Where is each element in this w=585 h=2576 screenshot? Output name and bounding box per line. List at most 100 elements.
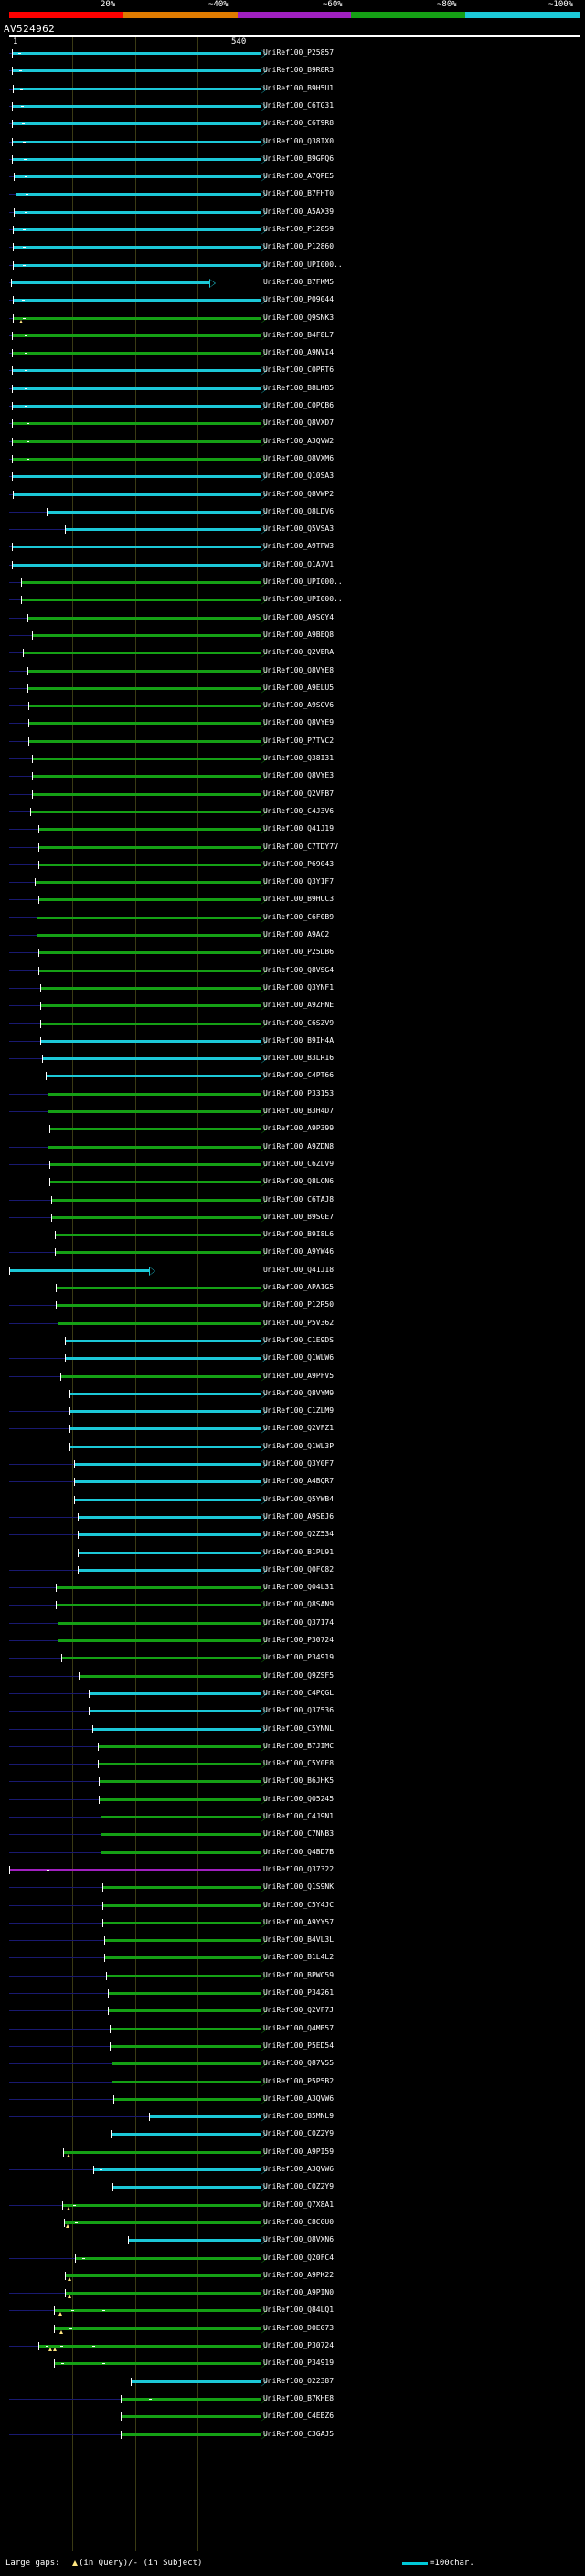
alignment-row[interactable] xyxy=(0,2378,585,2387)
hsp-bar[interactable] xyxy=(12,52,261,55)
hsp-bar[interactable] xyxy=(97,1745,261,1748)
hsp-bar[interactable] xyxy=(12,122,261,125)
hsp-bar[interactable] xyxy=(65,2274,261,2277)
hsp-bar[interactable] xyxy=(92,2168,261,2171)
hit-label[interactable]: UniRef100_B1PL91 xyxy=(263,1548,335,1556)
alignment-row[interactable] xyxy=(0,790,585,800)
hsp-bar[interactable] xyxy=(55,1604,261,1606)
hsp-bar[interactable] xyxy=(61,1657,261,1659)
hsp-bar[interactable] xyxy=(13,264,261,267)
hsp-bar[interactable] xyxy=(65,1357,261,1360)
hsp-bar[interactable] xyxy=(98,1798,261,1801)
hsp-bar[interactable] xyxy=(13,493,261,496)
hsp-bar[interactable] xyxy=(48,1181,261,1183)
hsp-bar[interactable] xyxy=(50,1199,261,1202)
hit-label[interactable]: UniRef100_B4VL3L xyxy=(263,1935,335,1944)
hit-label[interactable]: UniRef100_UPI000.. xyxy=(263,595,343,603)
hit-label[interactable]: UniRef100_A9YY57 xyxy=(263,1918,335,1926)
hit-label[interactable]: UniRef100_Q9SNK3 xyxy=(263,313,335,322)
alignment-row[interactable] xyxy=(0,914,585,923)
hsp-bar[interactable] xyxy=(79,1675,261,1678)
hsp-bar[interactable] xyxy=(36,934,261,937)
hsp-bar[interactable] xyxy=(74,1463,261,1466)
hit-label[interactable]: UniRef100_A3QVW2 xyxy=(263,437,335,445)
alignment-row[interactable] xyxy=(0,1760,585,1769)
hsp-bar[interactable] xyxy=(62,2204,261,2207)
alignment-row[interactable] xyxy=(0,878,585,887)
hit-label[interactable]: UniRef100_A9TPW3 xyxy=(263,542,335,550)
alignment-row[interactable] xyxy=(0,385,585,394)
hit-label[interactable]: UniRef100_P34919 xyxy=(263,2359,335,2367)
alignment-row[interactable] xyxy=(0,1425,585,1434)
hsp-bar[interactable] xyxy=(97,1763,261,1765)
hsp-bar[interactable] xyxy=(37,864,261,866)
hsp-bar[interactable] xyxy=(21,581,261,584)
hit-label[interactable]: UniRef100_C1E9DS xyxy=(263,1336,335,1344)
alignment-row[interactable] xyxy=(0,2272,585,2281)
hsp-bar[interactable] xyxy=(57,1322,261,1325)
alignment-row[interactable] xyxy=(0,1972,585,1981)
hit-label[interactable]: UniRef100_P69043 xyxy=(263,860,335,868)
hsp-bar[interactable] xyxy=(32,758,261,760)
alignment-row[interactable] xyxy=(0,1919,585,1928)
hsp-bar[interactable] xyxy=(111,2133,261,2136)
hit-label[interactable]: UniRef100_Q2Z534 xyxy=(263,1530,335,1538)
alignment-row[interactable] xyxy=(0,2254,585,2263)
hit-label[interactable]: UniRef100_Q37536 xyxy=(263,1706,335,1714)
hit-label[interactable]: UniRef100_Q8VYE9 xyxy=(263,718,335,726)
hsp-bar[interactable] xyxy=(110,2028,261,2030)
alignment-row[interactable] xyxy=(0,1566,585,1575)
hit-label[interactable]: UniRef100_Q8VYE3 xyxy=(263,771,335,779)
hsp-bar[interactable] xyxy=(69,1393,261,1395)
alignment-row[interactable] xyxy=(0,1725,585,1734)
hsp-bar[interactable] xyxy=(34,881,261,884)
hit-label[interactable]: UniRef100_Q4MB57 xyxy=(263,2024,335,2032)
hit-label[interactable]: UniRef100_B7JIMC xyxy=(263,1742,335,1750)
hit-label[interactable]: UniRef100_Q84LQ1 xyxy=(263,2306,335,2314)
hsp-bar[interactable] xyxy=(16,193,261,196)
alignment-row[interactable] xyxy=(0,102,585,111)
hit-label[interactable]: UniRef100_Q41J18 xyxy=(263,1266,335,1274)
alignment-row[interactable] xyxy=(0,226,585,235)
hsp-bar[interactable] xyxy=(37,846,261,849)
hit-label[interactable]: UniRef100_P25857 xyxy=(263,48,335,57)
alignment-row[interactable] xyxy=(0,366,585,376)
alignment-row[interactable] xyxy=(0,861,585,870)
hit-label[interactable]: UniRef100_P5P5B2 xyxy=(263,2077,335,2085)
alignment-row[interactable] xyxy=(0,684,585,694)
hsp-bar[interactable] xyxy=(37,828,261,831)
alignment-row[interactable] xyxy=(0,138,585,147)
hsp-bar[interactable] xyxy=(57,1639,261,1642)
hsp-bar[interactable] xyxy=(110,2045,261,2048)
hit-label[interactable]: UniRef100_C7TDY7V xyxy=(263,843,338,851)
hit-label[interactable]: UniRef100_P12R50 xyxy=(263,1300,335,1309)
hit-label[interactable]: UniRef100_C6ZLV9 xyxy=(263,1160,335,1168)
hsp-bar[interactable] xyxy=(12,546,261,548)
hit-label[interactable]: UniRef100_A7QPE5 xyxy=(263,172,335,180)
alignment-row[interactable] xyxy=(0,2325,585,2334)
hit-label[interactable]: UniRef100_Q38I31 xyxy=(263,754,335,762)
alignment-row[interactable] xyxy=(0,1883,585,1892)
hsp-bar[interactable] xyxy=(100,1851,261,1854)
alignment-row[interactable] xyxy=(0,1777,585,1786)
hsp-bar[interactable] xyxy=(103,1939,261,1942)
hsp-bar[interactable] xyxy=(50,1216,261,1219)
alignment-row[interactable] xyxy=(0,737,585,747)
hsp-bar[interactable] xyxy=(12,158,261,161)
hit-label[interactable]: UniRef100_Q8VXN6 xyxy=(263,2235,335,2243)
hsp-bar[interactable] xyxy=(37,2345,261,2348)
alignment-row[interactable] xyxy=(0,1460,585,1469)
hit-label[interactable]: UniRef100_BPWC59 xyxy=(263,1971,335,1979)
hsp-bar[interactable] xyxy=(27,687,261,690)
hit-label[interactable]: UniRef100_C3GAJ5 xyxy=(263,2430,335,2438)
hsp-bar[interactable] xyxy=(28,740,261,743)
hit-label[interactable]: UniRef100_A9P399 xyxy=(263,1124,335,1132)
hit-label[interactable]: UniRef100_A9NVI4 xyxy=(263,348,335,356)
hsp-bar[interactable] xyxy=(13,88,261,90)
alignment-row[interactable] xyxy=(0,2236,585,2245)
hit-label[interactable]: UniRef100_Q87V55 xyxy=(263,2059,335,2067)
alignment-row[interactable] xyxy=(0,772,585,781)
alignment-row[interactable] xyxy=(0,1090,585,1099)
hit-label[interactable]: UniRef100_Q8VXD7 xyxy=(263,419,335,427)
hit-label[interactable]: UniRef100_B8LKB5 xyxy=(263,384,335,392)
